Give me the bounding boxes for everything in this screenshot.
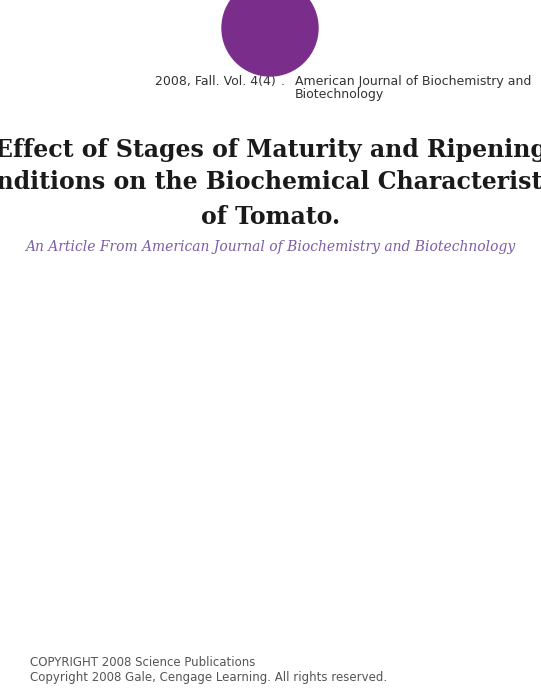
Text: Copyright 2008 Gale, Cengage Learning. All rights reserved.: Copyright 2008 Gale, Cengage Learning. A… (30, 671, 387, 684)
Text: Conditions on the Biochemical Characteristics: Conditions on the Biochemical Characteri… (0, 170, 541, 194)
Text: Biotechnology: Biotechnology (295, 88, 384, 101)
Text: An Article From American Journal of Biochemistry and Biotechnology: An Article From American Journal of Bioc… (25, 240, 516, 254)
Text: of Tomato.: of Tomato. (201, 205, 340, 229)
Text: 2008, Fall. Vol. 4(4): 2008, Fall. Vol. 4(4) (155, 75, 276, 88)
Text: COPYRIGHT 2008 Science Publications: COPYRIGHT 2008 Science Publications (30, 656, 255, 669)
Circle shape (222, 0, 318, 76)
Text: Effect of Stages of Maturity and Ripening: Effect of Stages of Maturity and Ripenin… (0, 138, 541, 162)
Text: American Journal of Biochemistry and: American Journal of Biochemistry and (295, 75, 531, 88)
Text: ·: · (281, 79, 285, 92)
